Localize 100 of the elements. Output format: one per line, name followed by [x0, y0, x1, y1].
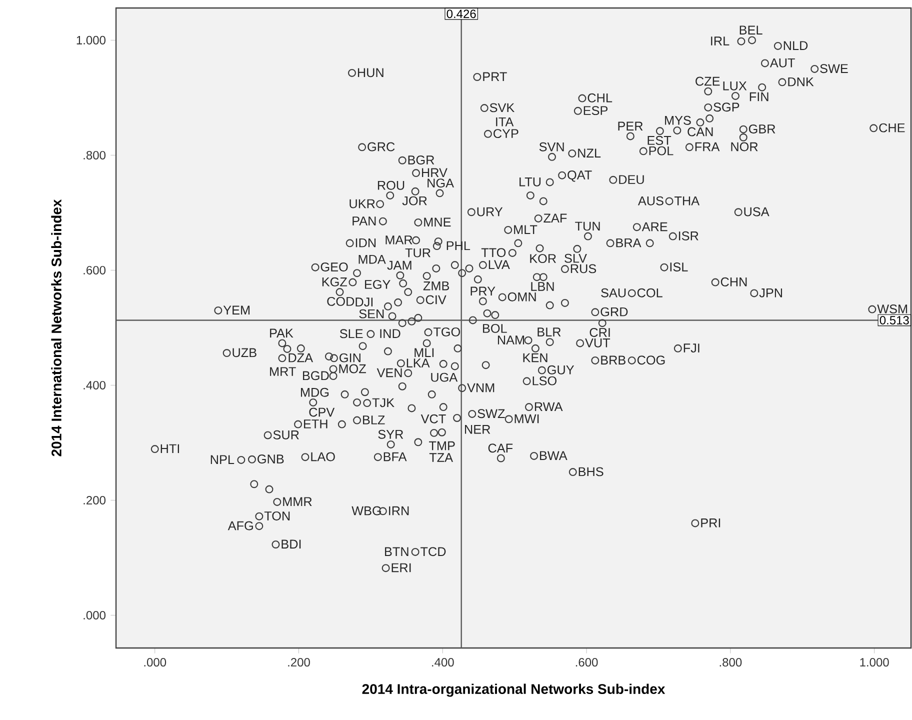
annotation: MNE	[424, 218, 451, 226]
annotation: CAF	[488, 444, 513, 453]
annotation: NAM	[498, 336, 524, 344]
y-tick-label: 1.000	[76, 36, 106, 44]
annotation: CRI	[590, 328, 610, 337]
annotation: JAM	[387, 260, 412, 270]
annotation: TTO	[481, 248, 506, 258]
annotation: MYS	[665, 116, 691, 125]
annotation: JOR	[402, 196, 427, 206]
annotation: ARE	[642, 222, 668, 232]
annotation: TJK	[372, 398, 394, 408]
annotation: GIN	[340, 353, 360, 362]
annotation: LKA	[406, 358, 430, 368]
annotation: SVN	[539, 142, 564, 152]
annotation: PRT	[483, 72, 507, 81]
annotation: OMN	[508, 292, 536, 302]
annotation: HRV	[422, 168, 448, 178]
ref-line-label: 0.513	[880, 316, 909, 324]
annotation: NLD	[784, 41, 808, 50]
annotation: MWI	[514, 414, 539, 424]
annotation: GRC	[368, 142, 395, 152]
annotation: SLV	[564, 254, 587, 263]
annotation: PAN	[352, 216, 376, 226]
annotation: FJI	[684, 344, 700, 353]
annotation: UKR	[350, 199, 375, 208]
annotation: RWA	[534, 402, 563, 412]
x-tick-label: .000	[144, 658, 166, 667]
annotation: DEU	[619, 175, 644, 184]
annotation: GEO	[320, 262, 348, 272]
annotation: CZE	[696, 76, 720, 86]
annotation: USA	[744, 207, 770, 216]
annotation: MLT	[514, 225, 538, 234]
annotation: POL	[649, 146, 674, 156]
annotation: SUR	[273, 430, 299, 440]
x-tick-label: .200	[288, 658, 310, 667]
y-tick-label: .200	[84, 496, 106, 504]
annotation: COL	[637, 288, 662, 298]
x-axis-title: 2014 Intra-organizational Networks Sub-index	[362, 684, 666, 697]
annotation: UZB	[232, 348, 256, 358]
annotation: GNB	[258, 454, 284, 464]
annotation: IDN	[356, 238, 376, 248]
y-axis-title: 2014 International Networks Sub-index	[51, 199, 62, 456]
annotation: ROU	[378, 180, 404, 190]
annotation: FRA	[695, 142, 720, 152]
y-tick-label: .600	[84, 266, 106, 274]
annotation: ERI	[392, 563, 411, 572]
annotation: VCT	[420, 414, 446, 424]
annotation: TMP	[429, 441, 455, 450]
annotation: MLI	[414, 348, 434, 357]
annotation: MMR	[283, 497, 312, 506]
x-tick-label: .600	[576, 658, 598, 667]
annotation: BTN	[385, 547, 408, 556]
annotation: CAN	[688, 127, 713, 136]
annotation: GUY	[547, 365, 574, 374]
annotation: VEN	[376, 368, 402, 378]
x-tick-label: .800	[720, 658, 742, 667]
annotation: LVA	[488, 260, 510, 270]
annotation: SWZ	[478, 409, 505, 418]
annotation: BRA	[616, 238, 642, 248]
annotation: ZAF	[544, 214, 567, 222]
annotation: THA	[674, 196, 700, 206]
annotation: PER	[618, 122, 643, 130]
annotation: AUT	[770, 58, 795, 68]
annotation: ITA	[496, 117, 514, 126]
annotation: PAK	[270, 328, 294, 338]
annotation: MRT	[270, 367, 296, 376]
annotation: MDG	[300, 388, 329, 397]
annotation: SWE	[820, 64, 848, 74]
annotation: ETH	[304, 420, 328, 428]
annotation: DJI	[356, 298, 373, 307]
annotation: DNK	[788, 77, 814, 86]
annotation: AUS	[638, 196, 664, 206]
annotation: COG	[637, 356, 665, 365]
annotation: EST	[648, 136, 672, 145]
annotation: QAT	[568, 170, 592, 182]
annotation: ZMB	[423, 281, 450, 290]
annotation: COD	[327, 296, 354, 306]
annotation: NER	[465, 425, 490, 434]
x-tick-label: .400	[432, 658, 454, 667]
annotation: TUR	[405, 248, 430, 258]
y-tick-label: .000	[84, 610, 106, 620]
annotation: IND	[380, 329, 400, 338]
annotation: LTU	[520, 178, 541, 186]
annotation: BFA	[384, 452, 407, 462]
annotation: EGY	[365, 280, 390, 289]
annotation: ISR	[678, 231, 698, 240]
annotation: ESP	[584, 106, 608, 116]
annotation: NGA	[428, 178, 454, 188]
x-tick-label: 1.000	[860, 658, 889, 667]
annotation: WSM	[877, 304, 908, 314]
ref-line-label: 0.426	[446, 10, 476, 18]
annotation: SLE	[340, 329, 363, 338]
annotation: BLZ	[363, 416, 385, 424]
annotation: SVK	[490, 103, 515, 112]
annotation: NZL	[578, 148, 601, 158]
annotation: BGD	[302, 371, 329, 380]
annotation: NOR	[731, 142, 758, 152]
annotation: SEN	[359, 309, 384, 318]
annotation: DZA	[288, 353, 314, 362]
annotation: BLR	[538, 328, 561, 336]
